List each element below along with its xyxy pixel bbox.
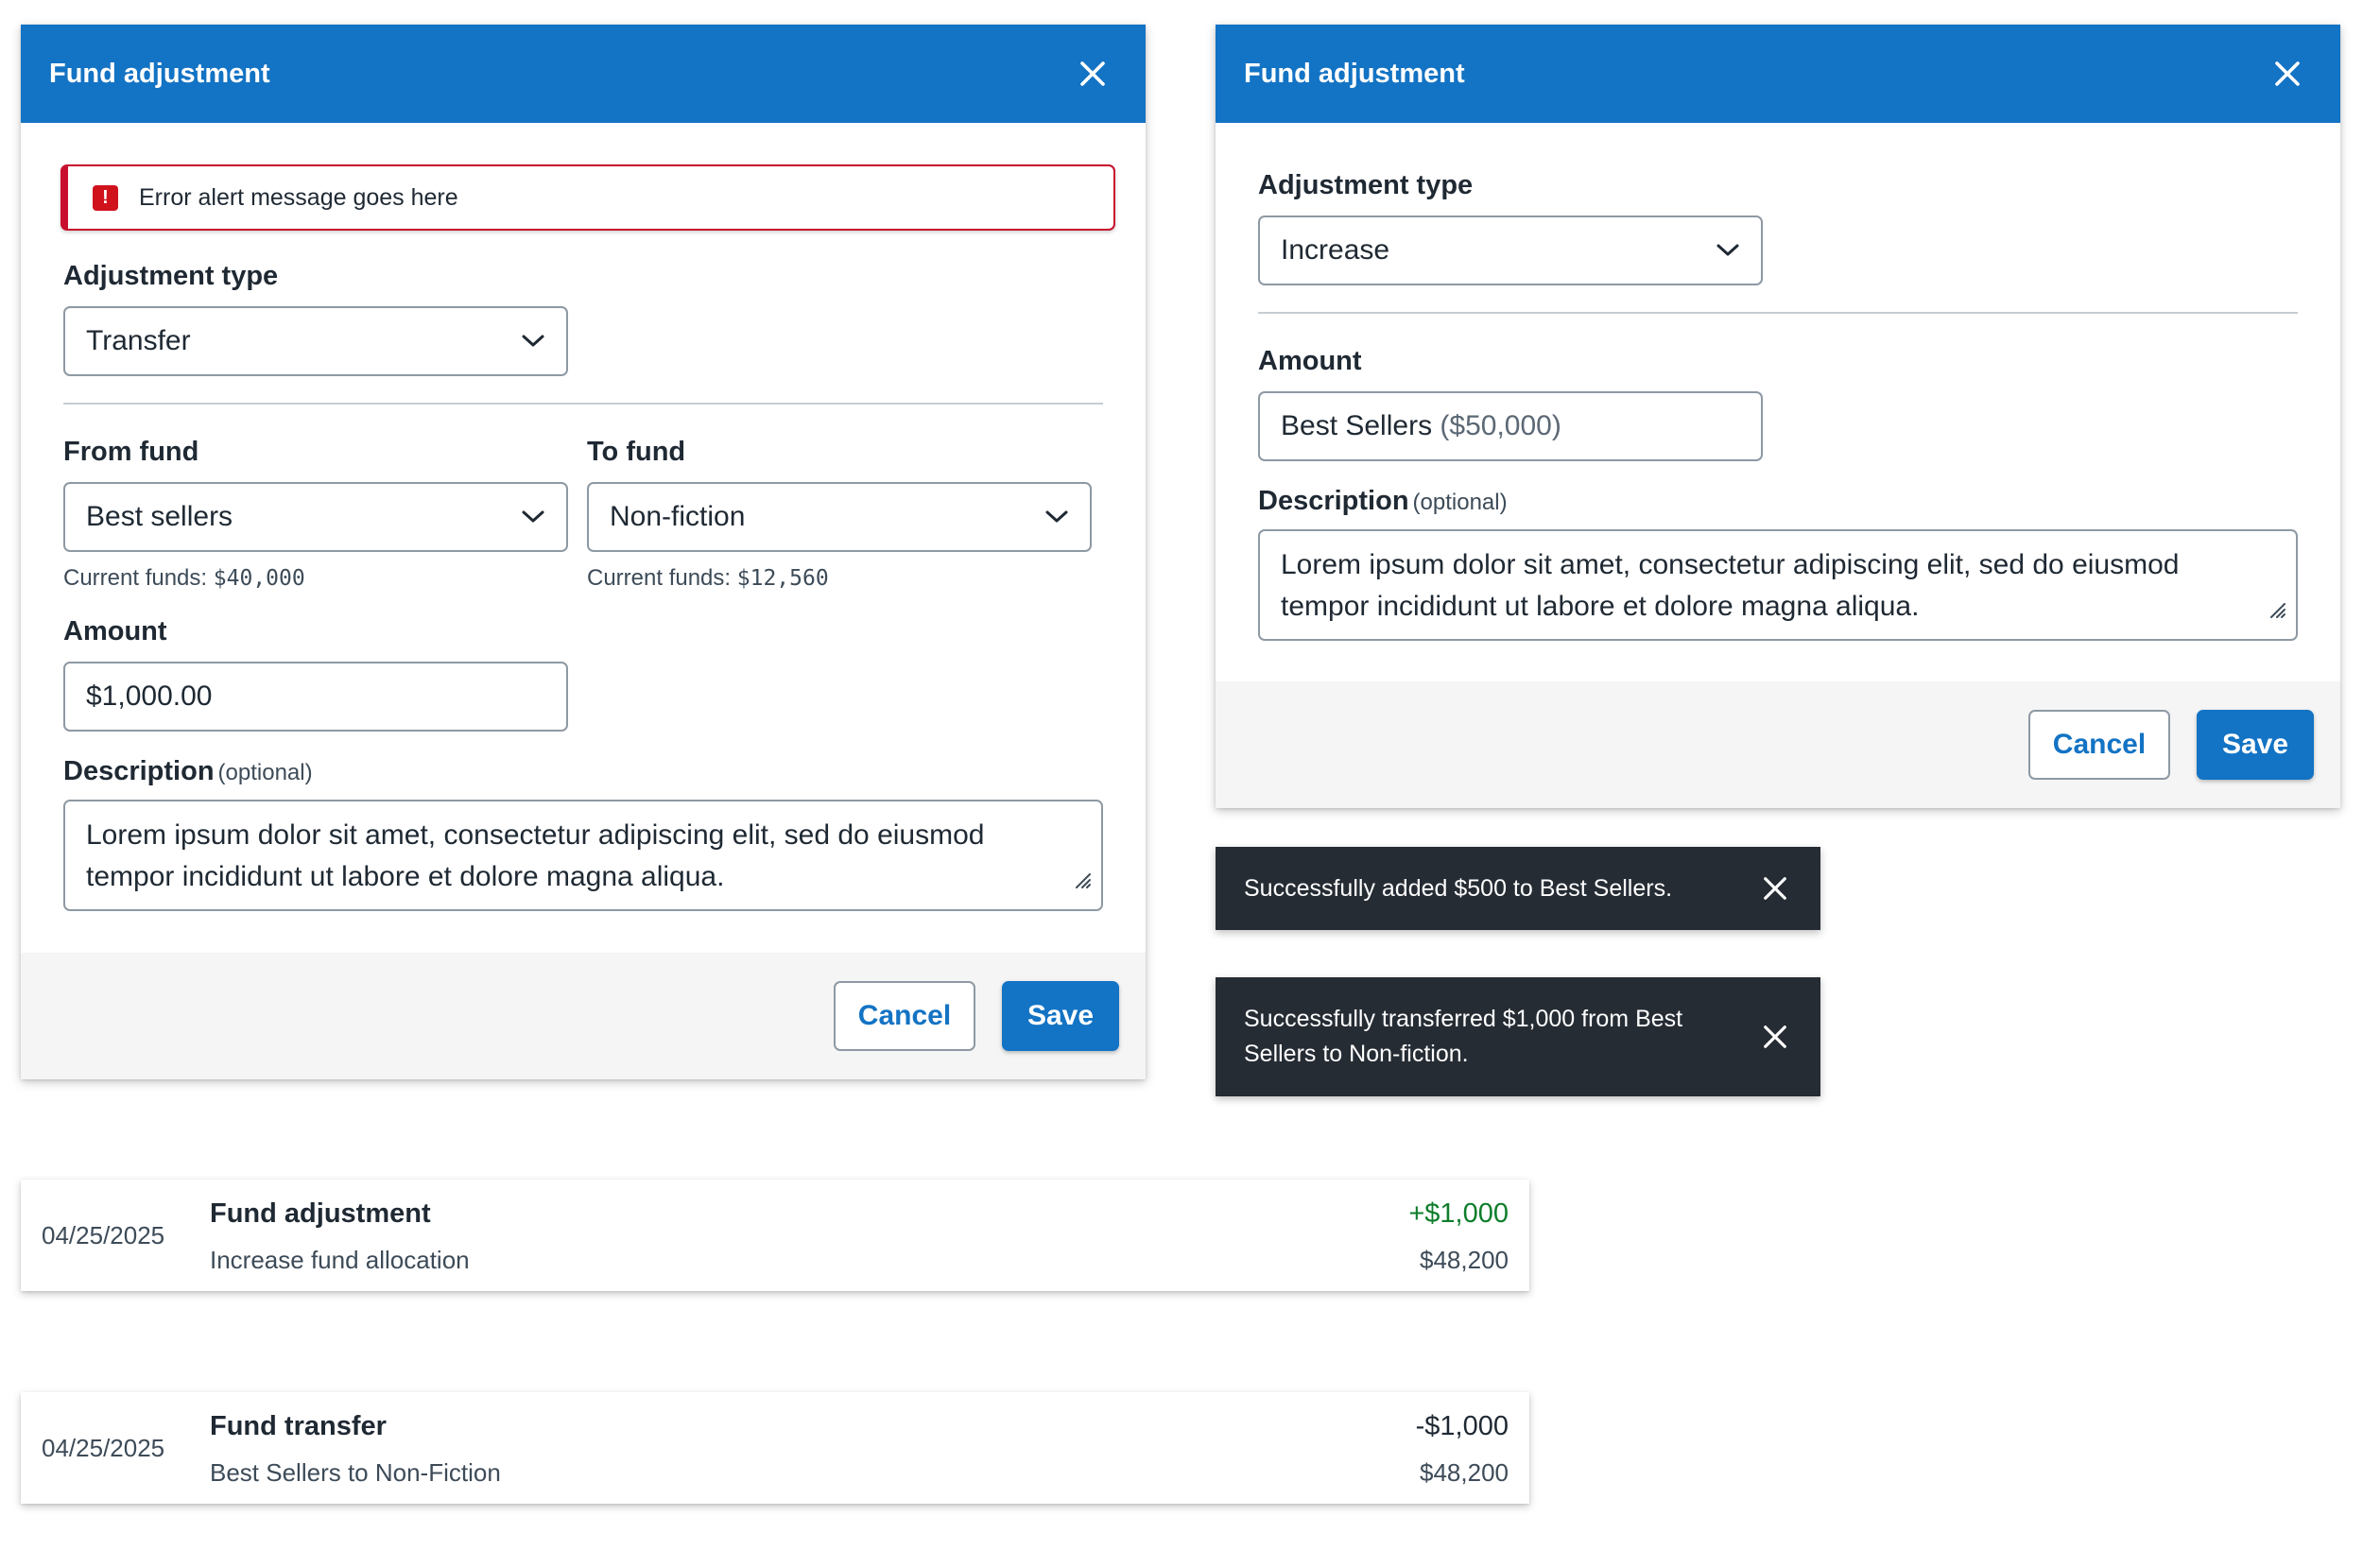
close-icon [1764,1025,1786,1048]
section-divider [1258,312,2298,314]
save-button[interactable]: Save [1002,981,1119,1051]
modal-footer: Cancel Save [21,953,1146,1079]
description-label-text: Description [63,756,215,786]
optional-tag: (optional) [217,760,313,785]
amount-fund: Best Sellers [1281,410,1433,441]
close-icon [2275,61,2300,86]
amount-label: Amount [1258,346,1362,376]
ledger-amount: +$1,000 [1408,1198,1509,1229]
to-fund-hint-value: $12,560 [736,566,829,591]
fund-adjustment-increase-modal: Fund adjustment Adjustment type Increase… [1216,25,2340,808]
description-label: Description (optional) [1258,486,1508,517]
description-textarea[interactable]: Lorem ipsum dolor sit amet, consectetur … [1258,529,2298,641]
modal-footer: Cancel Save [1216,681,2340,808]
toast-success-added: Successfully added $500 to Best Sellers. [1216,847,1820,930]
toast-close-button[interactable] [1756,1018,1794,1056]
to-fund-select[interactable]: Non-fiction [587,482,1092,552]
fund-adjustment-transfer-modal: Fund adjustment ! Error alert message go… [21,25,1146,1079]
modal-title: Fund adjustment [49,58,270,89]
amount-input[interactable]: $1,000.00 [63,662,568,732]
cancel-button[interactable]: Cancel [2028,710,2170,780]
amount-input[interactable]: Best Sellers ($50,000) [1258,391,1763,461]
chevron-down-icon [521,334,545,349]
from-fund-hint-prefix: Current funds: [63,565,214,591]
modal-title: Fund adjustment [1244,58,1465,89]
adjustment-type-value: Increase [1281,234,1390,266]
ledger-row-transfer[interactable]: 04/25/2025 Fund transfer Best Sellers to… [21,1392,1529,1504]
chevron-down-icon [1716,243,1740,258]
from-fund-value: Best sellers [86,501,233,532]
toast-success-transferred: Successfully transferred $1,000 from Bes… [1216,977,1820,1096]
to-fund-label: To fund [587,437,686,467]
ledger-balance: $48,200 [1420,1246,1509,1274]
description-value: Lorem ipsum dolor sit amet, consectetur … [86,819,985,892]
description-value: Lorem ipsum dolor sit amet, consectetur … [1281,549,2180,622]
resize-handle-icon[interactable] [1071,860,1092,902]
ledger-row-adjustment[interactable]: 04/25/2025 Fund adjustment Increase fund… [21,1180,1529,1291]
toast-close-button[interactable] [1756,870,1794,907]
from-fund-hint: Current funds: $40,000 [63,565,305,592]
ledger-title: Fund adjustment [210,1198,431,1229]
toast-message: Successfully transferred $1,000 from Bes… [1244,1006,1683,1067]
to-fund-hint: Current funds: $12,560 [587,565,829,592]
ledger-balance: $48,200 [1420,1458,1509,1487]
optional-tag: (optional) [1412,490,1508,515]
close-icon [1764,877,1786,900]
close-button[interactable] [1074,55,1112,93]
amount-value: $1,000.00 [86,681,213,712]
adjustment-type-value: Transfer [86,325,191,356]
modal-header: Fund adjustment [1216,25,2340,123]
ledger-date: 04/25/2025 [42,1221,165,1249]
chevron-down-icon [1044,509,1069,525]
adjustment-type-label: Adjustment type [63,261,279,291]
from-fund-hint-value: $40,000 [213,566,305,591]
alert-message: Error alert message goes here [139,183,458,211]
chevron-down-icon [521,509,545,525]
ledger-amount: -$1,000 [1415,1411,1509,1441]
amount-fund-balance: ($50,000) [1440,410,1561,441]
adjustment-type-select[interactable]: Transfer [63,306,568,376]
amount-label: Amount [63,616,167,646]
description-label-text: Description [1258,486,1409,516]
close-button[interactable] [2268,55,2306,93]
error-alert: ! Error alert message goes here [60,164,1115,231]
error-icon: ! [93,184,118,211]
toast-message: Successfully added $500 to Best Sellers. [1244,874,1673,902]
modal-header: Fund adjustment [21,25,1146,123]
from-fund-select[interactable]: Best sellers [63,482,568,552]
from-fund-label: From fund [63,437,199,467]
section-divider [63,403,1103,405]
ledger-title: Fund transfer [210,1411,387,1441]
to-fund-value: Non-fiction [610,501,746,532]
resize-handle-icon[interactable] [2266,590,2286,631]
description-textarea[interactable]: Lorem ipsum dolor sit amet, consectetur … [63,800,1103,911]
description-label: Description (optional) [63,756,313,787]
adjustment-type-label: Adjustment type [1258,170,1474,200]
close-icon [1080,61,1105,86]
ledger-subtitle: Increase fund allocation [210,1246,470,1274]
ledger-subtitle: Best Sellers to Non-Fiction [210,1458,501,1487]
cancel-button[interactable]: Cancel [834,981,975,1051]
adjustment-type-select[interactable]: Increase [1258,215,1763,285]
ledger-date: 04/25/2025 [42,1434,165,1462]
to-fund-hint-prefix: Current funds: [587,565,737,591]
save-button[interactable]: Save [2197,710,2314,780]
